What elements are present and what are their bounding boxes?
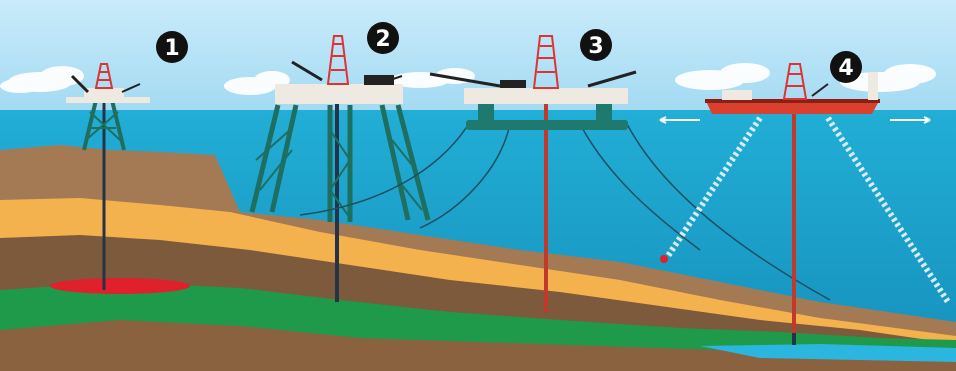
semi-submersible-icon [429, 35, 637, 312]
jackup-platform-icon [249, 35, 431, 302]
mooring-lines [299, 119, 831, 301]
label-badge-1: 1 [156, 31, 188, 63]
label-4-text: 4 [838, 56, 853, 81]
oil-pocket [50, 278, 190, 294]
label-1-text: 1 [164, 36, 179, 61]
deep-water-pocket [700, 344, 956, 362]
label-2-text: 2 [375, 27, 390, 52]
drillship-icon [659, 63, 951, 345]
label-badge-3: 3 [580, 29, 612, 61]
label-badge-2: 2 [367, 22, 399, 54]
wellhead-marker [660, 255, 668, 263]
label-3-text: 3 [588, 34, 603, 59]
bedrock-layer [0, 320, 956, 371]
label-badge-4: 4 [830, 51, 862, 83]
fixed-platform-icon [66, 63, 150, 290]
